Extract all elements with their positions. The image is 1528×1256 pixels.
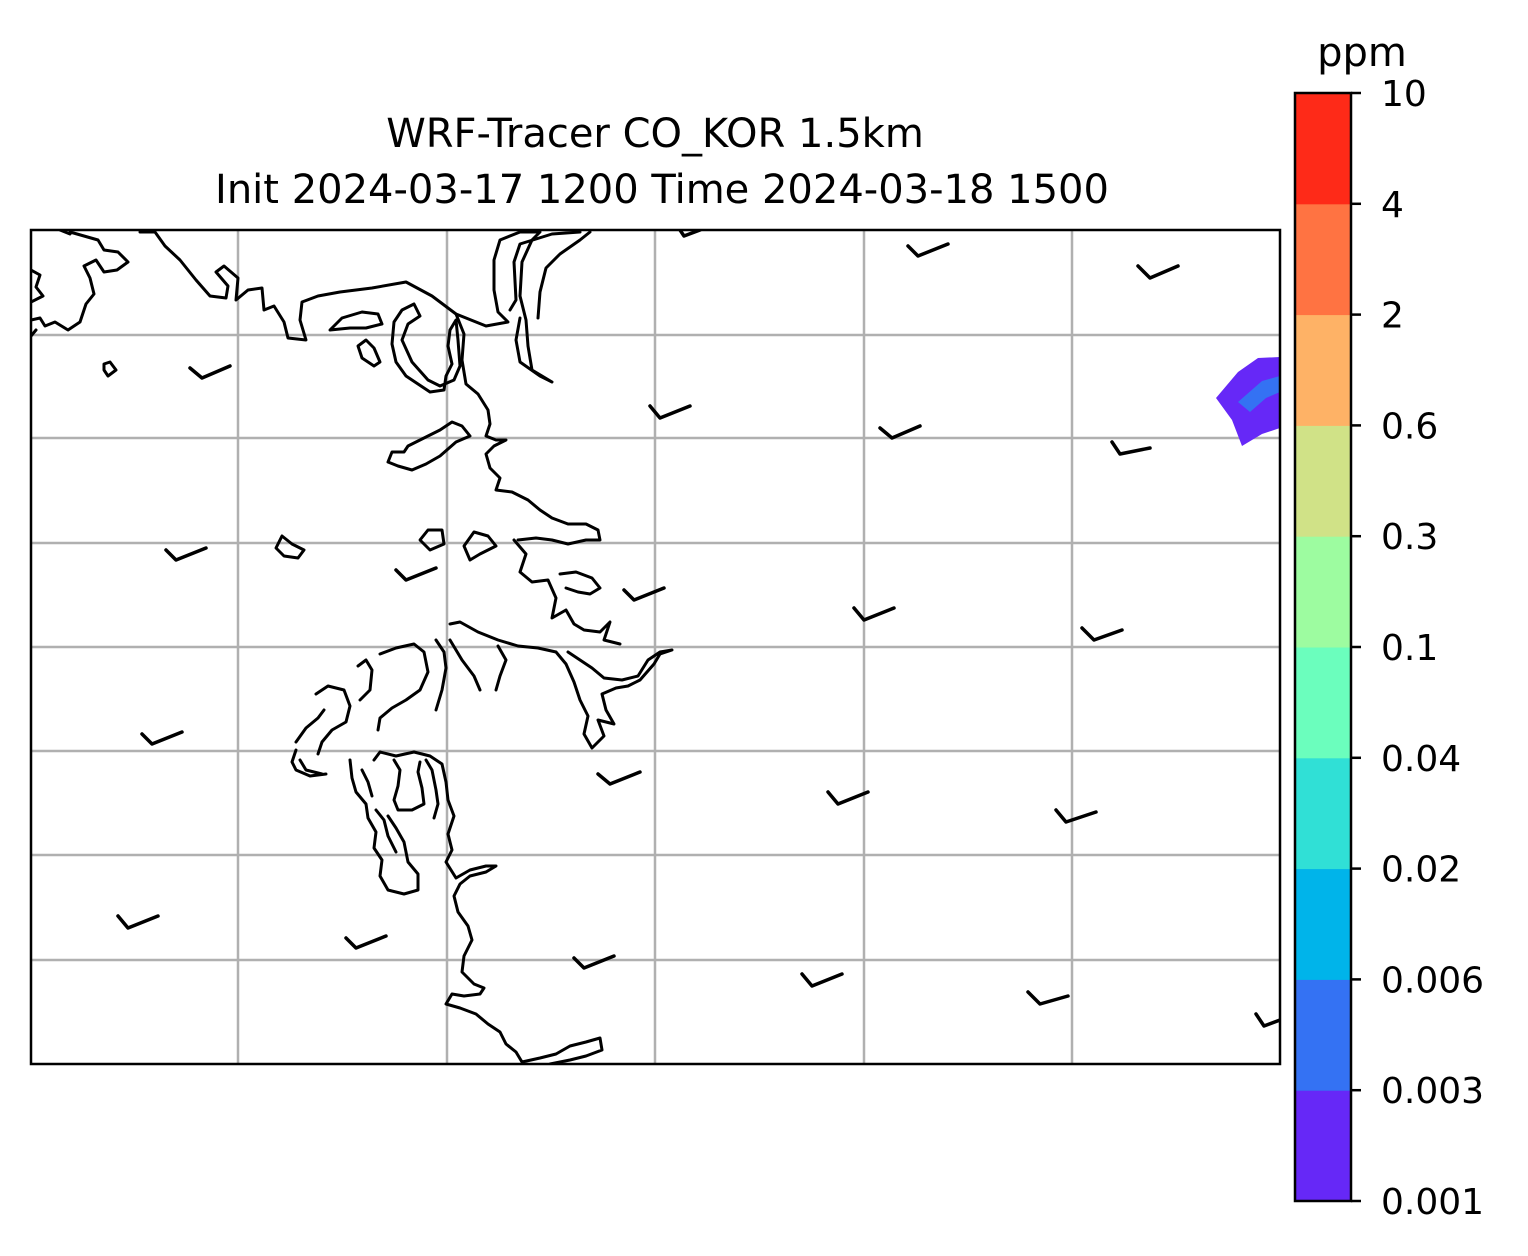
colorbar-tick-label: 0.02 xyxy=(1381,850,1461,891)
colorbar-tick-label: 0.001 xyxy=(1381,1182,1484,1223)
wind-barb xyxy=(622,586,666,602)
colorbar-segment xyxy=(1295,868,1351,980)
wind-barb xyxy=(826,790,870,806)
wind-barb xyxy=(1254,1012,1280,1028)
coastline-central-inlets xyxy=(512,538,622,646)
wind-barb xyxy=(852,606,896,622)
island-5 xyxy=(418,528,446,552)
colorbar-segment xyxy=(1295,203,1351,316)
colorbar-tick-label: 10 xyxy=(1381,74,1427,115)
wind-barb xyxy=(596,770,642,786)
map-frame xyxy=(29,228,1282,1066)
wind-barb xyxy=(800,972,844,988)
coastline-south-peninsula xyxy=(372,750,604,1064)
gridlines xyxy=(31,230,1280,1064)
coastline-south-inner xyxy=(360,758,440,820)
colorbar-tick-label: 4 xyxy=(1381,185,1404,226)
colorbar-tick-label: 0.6 xyxy=(1381,406,1438,447)
coastline-peninsula xyxy=(454,312,602,546)
colorbar-tick-label: 0.04 xyxy=(1381,739,1461,780)
colorbar-tick-label: 0.1 xyxy=(1381,628,1438,669)
colorbar-tick-label: 0.003 xyxy=(1381,1071,1484,1112)
wind-barbs xyxy=(116,230,1280,1028)
colorbar-segment xyxy=(1295,647,1351,759)
wind-barb xyxy=(1080,626,1124,642)
wind-barb xyxy=(164,546,208,562)
wind-barb xyxy=(140,730,184,746)
island-2 xyxy=(356,338,382,368)
colorbar: ppm 0.001 0.003 0.006 0.02 0.04 0.1 0.3 0.6 2 4 10 xyxy=(1293,30,1484,1223)
colorbar-segment xyxy=(1295,314,1351,426)
island-4 xyxy=(274,534,306,560)
island-3 xyxy=(102,360,118,378)
wind-barb xyxy=(906,242,950,258)
wind-barb xyxy=(116,914,160,930)
colorbar-segment xyxy=(1295,93,1351,205)
colorbar-tick-label: 2 xyxy=(1381,296,1404,337)
title-line-1: WRF-Tracer CO_KOR 1.5km xyxy=(386,111,924,157)
wind-barb xyxy=(878,424,922,440)
title-line-2: Init 2024-03-17 1200 Time 2024-03-18 150… xyxy=(215,167,1109,213)
coastline-bay-north xyxy=(138,230,554,384)
colorbar-segment xyxy=(1295,979,1351,1091)
island-1 xyxy=(328,310,384,332)
wind-barb xyxy=(572,954,616,970)
coastline-southwest-coast xyxy=(290,708,420,896)
colorbar-segments xyxy=(1295,93,1351,1202)
colorbar-segment xyxy=(1295,425,1351,537)
island-6 xyxy=(462,530,498,562)
coastline-west-arm xyxy=(386,420,472,472)
wind-barb xyxy=(678,230,702,238)
wind-barb xyxy=(344,934,388,950)
coastline-south-bay xyxy=(448,620,674,750)
colorbar-segment xyxy=(1295,536,1351,648)
wind-barb xyxy=(394,566,438,582)
colorbar-unit: ppm xyxy=(1317,30,1407,76)
map-panel xyxy=(29,228,1282,1066)
wind-barb xyxy=(1136,264,1180,280)
colorbar-tick-label: 0.006 xyxy=(1381,960,1484,1001)
coastline-southwest-islands xyxy=(314,638,482,756)
colorbar-segment xyxy=(1295,1090,1351,1202)
coastline-west-central xyxy=(390,302,462,394)
coastline-inner-bay xyxy=(508,230,592,320)
co-plume xyxy=(1216,357,1280,446)
plume-level-0.003 xyxy=(1238,376,1280,412)
colorbar-segment xyxy=(1295,757,1351,870)
wind-barb xyxy=(1054,808,1098,824)
wind-barb xyxy=(1110,440,1152,456)
wind-barb xyxy=(1026,990,1070,1006)
wind-barb xyxy=(648,404,692,420)
coastline-northwest xyxy=(31,230,130,338)
wind-barb xyxy=(188,364,232,380)
colorbar-tick-label: 0.3 xyxy=(1381,517,1438,558)
colorbar-ticks: 0.001 0.003 0.006 0.02 0.04 0.1 0.3 0.6 2 4 10 xyxy=(1351,74,1484,1223)
coastlines xyxy=(31,230,674,1064)
